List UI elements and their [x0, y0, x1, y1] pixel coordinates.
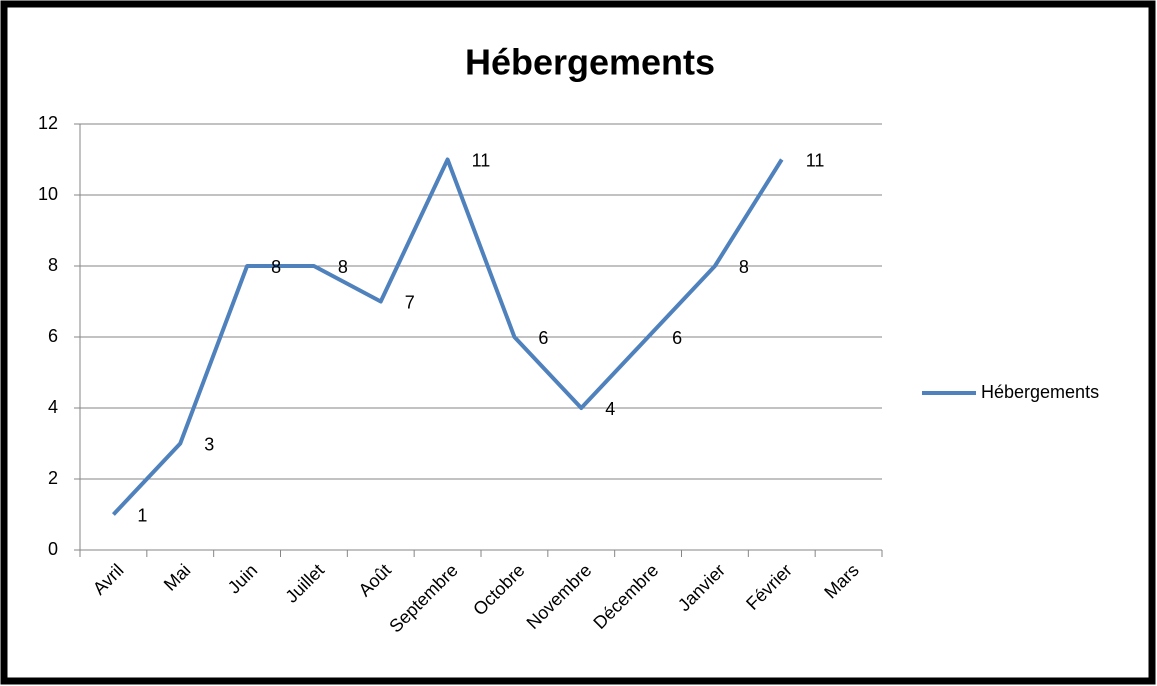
data-label: 3 — [204, 434, 214, 454]
legend-label: Hébergements — [981, 382, 1099, 402]
data-label: 8 — [338, 257, 348, 277]
y-tick-label: 12 — [38, 113, 58, 133]
data-label: 7 — [405, 292, 415, 312]
data-label: 8 — [739, 257, 749, 277]
data-label: 11 — [472, 150, 491, 170]
data-label: 11 — [806, 150, 825, 170]
data-label: 4 — [605, 399, 615, 419]
data-label: 8 — [271, 257, 281, 277]
chart-title: Hébergements — [465, 42, 715, 83]
y-tick-label: 0 — [48, 539, 58, 559]
y-tick-label: 8 — [48, 255, 58, 275]
y-tick-label: 4 — [48, 397, 58, 417]
line — [111, 157, 784, 516]
data-label: 6 — [672, 328, 682, 348]
data-label: 6 — [538, 328, 548, 348]
y-tick-label: 2 — [48, 468, 58, 488]
y-tick-label: 10 — [38, 184, 58, 204]
y-tick-label: 6 — [48, 326, 58, 346]
data-label: 1 — [137, 505, 147, 525]
